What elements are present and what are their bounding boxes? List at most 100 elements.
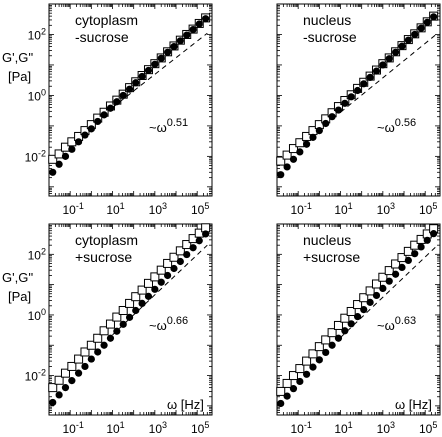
panel-label: nucleus bbox=[303, 12, 351, 28]
data-point-circle bbox=[289, 385, 298, 393]
panel-label: +sucrose bbox=[75, 249, 132, 265]
y-axis-label: G',G'' bbox=[2, 50, 33, 65]
data-point-square bbox=[371, 279, 381, 289]
data-point-square bbox=[163, 258, 173, 268]
data-point-square bbox=[150, 272, 160, 282]
y-tick-label: 102 bbox=[28, 246, 46, 262]
data-point-circle bbox=[315, 127, 323, 135]
y-axis-label: [Pa] bbox=[8, 69, 31, 84]
fit-annotation: ~ω0.66 bbox=[149, 315, 188, 333]
data-point-circle bbox=[392, 270, 400, 278]
data-point-square bbox=[378, 272, 388, 282]
x-tick-label: 103 bbox=[149, 201, 167, 217]
data-point-circle bbox=[411, 250, 419, 258]
data-point-square bbox=[346, 306, 356, 316]
data-point-square bbox=[60, 368, 70, 378]
x-tick-label: 10-1 bbox=[62, 201, 83, 217]
fit-annotation: ~ω0.51 bbox=[149, 117, 188, 135]
data-point-circle bbox=[183, 31, 191, 39]
data-point-circle bbox=[385, 55, 393, 63]
data-point-circle bbox=[195, 237, 203, 245]
panel-label: cytoplasm bbox=[75, 12, 138, 28]
data-point-square bbox=[48, 154, 58, 164]
panel-label: cytoplasm bbox=[75, 232, 138, 248]
fit-line bbox=[340, 246, 436, 338]
data-point-circle bbox=[322, 119, 330, 128]
data-point-square bbox=[93, 333, 103, 343]
data-point-square bbox=[67, 361, 77, 371]
data-point-circle bbox=[144, 292, 153, 300]
data-point-circle bbox=[411, 30, 419, 39]
data-point-circle bbox=[94, 348, 102, 356]
data-point-circle bbox=[81, 131, 89, 139]
data-point-circle bbox=[309, 363, 317, 371]
data-point-circle bbox=[277, 399, 285, 408]
data-point-square bbox=[99, 326, 109, 336]
data-point-circle bbox=[379, 284, 387, 293]
data-point-circle bbox=[55, 160, 63, 168]
data-point-circle bbox=[423, 236, 431, 244]
data-point-square bbox=[48, 383, 58, 393]
data-point-circle bbox=[385, 277, 393, 285]
data-point-circle bbox=[170, 42, 178, 51]
x-axis-label: ω [Hz] bbox=[395, 397, 432, 412]
x-tick-label: 101 bbox=[106, 201, 124, 217]
data-point-circle bbox=[277, 171, 285, 179]
data-point-square bbox=[288, 144, 298, 154]
x-tick-label: 101 bbox=[334, 420, 352, 436]
y-tick-label: 100 bbox=[28, 87, 46, 103]
data-point-circle bbox=[398, 263, 406, 272]
data-point-circle bbox=[302, 370, 311, 378]
data-point-square bbox=[353, 300, 363, 310]
data-point-circle bbox=[347, 93, 355, 101]
data-point-circle bbox=[296, 377, 304, 386]
data-point-circle bbox=[100, 341, 108, 349]
data-point-circle bbox=[164, 271, 172, 280]
data-point-square bbox=[276, 386, 286, 396]
data-point-circle bbox=[283, 392, 291, 400]
data-point-circle bbox=[404, 36, 412, 44]
data-point-square bbox=[175, 246, 185, 256]
data-point-square bbox=[131, 292, 141, 302]
data-point-circle bbox=[366, 298, 374, 306]
data-point-square bbox=[397, 253, 407, 263]
data-point-circle bbox=[119, 91, 127, 100]
data-point-circle bbox=[417, 243, 425, 251]
y-tick-label: 102 bbox=[28, 26, 46, 42]
data-point-circle bbox=[334, 106, 343, 114]
data-point-square bbox=[302, 356, 312, 366]
data-point-circle bbox=[138, 299, 146, 308]
data-point-circle bbox=[341, 327, 349, 335]
data-point-circle bbox=[315, 356, 323, 364]
x-tick-label: 101 bbox=[334, 201, 352, 217]
data-point-square bbox=[118, 306, 128, 316]
data-point-circle bbox=[309, 133, 317, 141]
data-point-circle bbox=[360, 80, 368, 88]
x-tick-label: 103 bbox=[149, 420, 167, 436]
fit-line bbox=[112, 32, 208, 108]
data-point-circle bbox=[61, 152, 70, 160]
x-tick-label: 103 bbox=[377, 201, 395, 217]
data-point-square bbox=[308, 349, 318, 359]
fit-annotation: ~ω0.63 bbox=[377, 315, 416, 333]
data-point-square bbox=[182, 240, 192, 250]
data-point-circle bbox=[49, 168, 57, 176]
chart-panel-4: 10-1 101 103 105 nucleus+sucrose ω [Hz] ~ω0.63 bbox=[276, 223, 441, 436]
data-point-square bbox=[282, 378, 292, 388]
data-point-square bbox=[321, 335, 331, 345]
data-point-circle bbox=[404, 256, 412, 264]
fit-line bbox=[340, 34, 436, 113]
panel-label: -sucrose bbox=[303, 29, 357, 45]
data-point-circle bbox=[328, 341, 336, 349]
data-point-square bbox=[105, 319, 115, 329]
data-point-circle bbox=[372, 291, 381, 300]
x-tick-label: 105 bbox=[419, 420, 437, 436]
data-point-circle bbox=[328, 113, 336, 121]
panel-label: -sucrose bbox=[75, 29, 129, 45]
data-point-circle bbox=[113, 98, 121, 106]
data-point-circle bbox=[132, 79, 140, 87]
data-point-circle bbox=[430, 13, 438, 21]
data-point-square bbox=[288, 371, 298, 381]
fit-line bbox=[112, 244, 208, 336]
